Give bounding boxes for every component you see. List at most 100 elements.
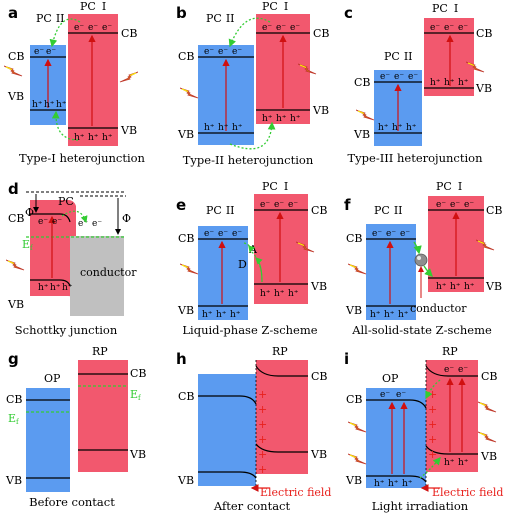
svg-text:h⁺: h⁺ [444, 78, 455, 88]
svg-text:VB: VB [310, 448, 327, 461]
svg-text:e⁻: e⁻ [34, 47, 44, 57]
svg-text:e⁻: e⁻ [290, 23, 300, 33]
panel-h: h RP CB VB CB VB + + + + + + Electric fi… [176, 345, 331, 513]
svg-text:PCI: PC I [436, 180, 462, 193]
svg-text:e⁻: e⁻ [458, 365, 468, 375]
svg-text:h⁺: h⁺ [464, 282, 475, 292]
svg-text:e⁻: e⁻ [46, 47, 56, 57]
svg-text:+: + [428, 403, 437, 416]
svg-text:i: i [344, 350, 349, 368]
svg-text:PCI: PC I [432, 2, 458, 15]
svg-text:RP: RP [92, 345, 108, 358]
svg-text:e⁻: e⁻ [274, 200, 284, 210]
caption: Before contact [29, 495, 115, 509]
svg-text:e⁻: e⁻ [430, 23, 440, 33]
svg-text:h⁺: h⁺ [430, 78, 441, 88]
svg-text:Ef: Ef [8, 412, 20, 426]
svg-text:e⁻: e⁻ [450, 200, 460, 210]
svg-text:+: + [428, 418, 437, 431]
svg-text:CB: CB [311, 370, 328, 383]
svg-text:PCI: PC I [80, 0, 106, 13]
svg-text:e⁻: e⁻ [380, 390, 390, 400]
svg-text:e⁻: e⁻ [386, 229, 396, 239]
svg-text:VB: VB [177, 128, 194, 141]
caption: Type-III heterojunction [347, 151, 483, 165]
svg-text:CB: CB [121, 27, 138, 40]
svg-text:h⁺: h⁺ [388, 479, 399, 489]
svg-text:h⁺: h⁺ [50, 283, 61, 293]
svg-text:VB: VB [177, 474, 194, 487]
caption: After contact [213, 499, 291, 513]
svg-text:e⁻: e⁻ [372, 229, 382, 239]
svg-text:e⁻: e⁻ [52, 217, 62, 227]
semiconductor-pc1 [68, 14, 118, 146]
svg-text:h: h [176, 350, 187, 368]
svg-text:f: f [344, 196, 351, 214]
svg-text:h⁺: h⁺ [44, 100, 55, 110]
svg-text:e: e [176, 196, 186, 214]
svg-text:VB: VB [353, 128, 370, 141]
svg-text:h⁺: h⁺ [62, 283, 73, 293]
svg-text:c: c [344, 4, 353, 22]
panel-i: i OP RP CB VB CB VB e⁻ e⁻ h⁺ h⁺ h⁺ e⁻ e⁻ h⁺ h… [344, 345, 503, 513]
svg-text:VB: VB [475, 82, 492, 95]
svg-text:h⁺: h⁺ [274, 289, 285, 299]
svg-text:CB: CB [354, 76, 371, 89]
svg-text:h⁺: h⁺ [218, 123, 229, 133]
caption: Light irradiation [372, 499, 469, 513]
svg-text:CB: CB [346, 393, 363, 406]
svg-text:h⁺: h⁺ [88, 133, 99, 143]
svg-text:Φ: Φ [25, 206, 34, 219]
svg-text:h⁺: h⁺ [450, 282, 461, 292]
svg-text:PCI: PC I [262, 0, 288, 13]
conductor-block [70, 236, 124, 316]
panel-f: f PC II PC I CB VB CB VB e⁻ e⁻ e⁻ h⁺ h⁺ h⁺ e⁻ e… [344, 180, 503, 337]
svg-text:e⁻: e⁻ [218, 229, 228, 239]
svg-text:e⁻: e⁻ [232, 47, 242, 57]
svg-text:+: + [428, 433, 437, 446]
svg-text:h⁺: h⁺ [406, 123, 417, 133]
svg-text:h⁺: h⁺ [384, 310, 395, 320]
svg-text:e⁻: e⁻ [276, 23, 286, 33]
svg-text:h⁺: h⁺ [370, 310, 381, 320]
caption: Type-II heterojunction [183, 153, 314, 167]
svg-text:h⁺: h⁺ [436, 282, 447, 292]
svg-text:h⁺: h⁺ [260, 289, 271, 299]
svg-text:h⁺: h⁺ [392, 123, 403, 133]
svg-text:h⁺: h⁺ [262, 114, 273, 124]
svg-text:CB: CB [311, 204, 328, 217]
svg-text:e⁻: e⁻ [102, 23, 112, 33]
svg-text:e⁻: e⁻ [436, 200, 446, 210]
svg-text:e⁻: e⁻ [288, 200, 298, 210]
svg-text:Φ: Φ [122, 212, 131, 225]
svg-text:h⁺: h⁺ [444, 458, 455, 468]
svg-text:h⁺: h⁺ [288, 289, 299, 299]
svg-text:e⁻: e⁻ [458, 23, 468, 33]
svg-text:e⁻: e⁻ [262, 23, 272, 33]
svg-text:CB: CB [178, 390, 195, 403]
svg-text:+: + [428, 388, 437, 401]
svg-text:e⁻: e⁻ [394, 72, 404, 82]
svg-text:+: + [258, 433, 267, 446]
svg-text:PCI: PC I [262, 180, 288, 193]
svg-text:h⁺: h⁺ [230, 310, 241, 320]
svg-text:d: d [8, 180, 19, 198]
svg-text:RP: RP [442, 345, 458, 358]
svg-text:CB: CB [313, 27, 330, 40]
svg-text:Ef: Ef [22, 238, 34, 252]
svg-text:VB: VB [345, 304, 362, 317]
svg-text:+: + [428, 448, 437, 461]
svg-text:e⁻: e⁻ [464, 200, 474, 210]
svg-text:Ef: Ef [130, 388, 142, 402]
svg-text:OP: OP [382, 372, 399, 385]
svg-text:VB: VB [7, 90, 24, 103]
svg-text:h⁺: h⁺ [204, 123, 215, 133]
conductor-sphere [414, 253, 428, 267]
donor-label: D [238, 258, 247, 271]
svg-text:CB: CB [130, 367, 147, 380]
svg-text:e⁻: e⁻ [38, 217, 48, 227]
svg-text:+: + [258, 388, 267, 401]
svg-text:e⁻: e⁻ [88, 23, 98, 33]
